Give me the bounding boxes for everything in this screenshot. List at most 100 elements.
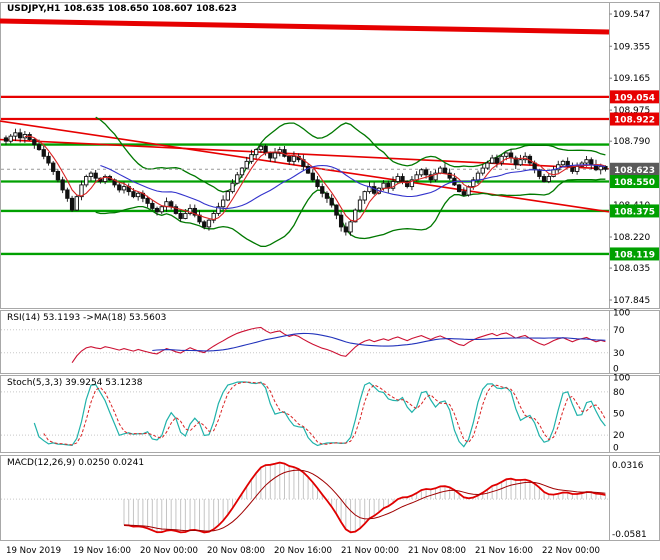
macd-histogram xyxy=(123,462,606,533)
candle-body xyxy=(442,167,448,174)
candles-layer xyxy=(3,128,608,236)
candle-body xyxy=(320,186,325,194)
candle-body xyxy=(36,144,42,151)
candle-body xyxy=(546,176,551,182)
candle-body xyxy=(343,226,348,233)
candle-body xyxy=(475,172,481,181)
candle-body xyxy=(513,157,518,166)
price-badge-label: 108.922 xyxy=(614,116,655,126)
candle-body xyxy=(60,179,65,191)
candle-body xyxy=(187,207,193,214)
rsi-tick: 0 xyxy=(613,365,619,375)
candle-body xyxy=(324,192,330,199)
price-badge xyxy=(610,175,659,189)
candle-body xyxy=(541,176,547,182)
candle-body xyxy=(117,184,122,191)
candle-body xyxy=(551,169,556,177)
candle-body xyxy=(131,191,136,198)
candle-body xyxy=(169,201,174,208)
candle-body xyxy=(84,176,89,186)
candle-body xyxy=(603,165,608,170)
price-tick: 108.975 xyxy=(613,106,650,116)
rsi-tick: 70 xyxy=(613,326,625,336)
time-label: 21 Nov 08:00 xyxy=(408,546,466,556)
candle-body xyxy=(428,174,433,181)
candle-body xyxy=(79,184,84,198)
time-label: 20 Nov 16:00 xyxy=(274,546,332,556)
candle-body xyxy=(485,162,490,169)
candle-body xyxy=(32,139,37,146)
stoch-tick: 100 xyxy=(613,374,630,384)
candle-body xyxy=(589,159,594,166)
candle-body xyxy=(329,197,334,206)
candle-body xyxy=(287,155,292,162)
candle-body xyxy=(381,182,386,189)
candle-body xyxy=(46,155,51,164)
time-label: 21 Nov 00:00 xyxy=(341,546,399,556)
candle-body xyxy=(518,159,523,166)
candle-body xyxy=(69,197,75,211)
candle-body xyxy=(225,191,230,201)
candle-body xyxy=(159,206,164,213)
candle-body xyxy=(409,179,415,188)
candle-body xyxy=(220,199,226,208)
stoch-k-line xyxy=(33,381,606,448)
candle-body xyxy=(390,181,396,189)
trendline[interactable] xyxy=(0,138,610,170)
price-badge xyxy=(610,162,659,176)
rsi-ma-line xyxy=(152,332,606,352)
candle-body xyxy=(145,197,150,204)
candle-body xyxy=(216,206,221,214)
trendline[interactable] xyxy=(0,18,610,35)
candle-body xyxy=(206,219,212,228)
candle-body xyxy=(268,152,273,159)
time-label: 20 Nov 00:00 xyxy=(140,546,198,556)
candle-body xyxy=(150,202,155,209)
candle-body xyxy=(121,186,127,191)
candle-body xyxy=(494,157,500,164)
bollinger-upper-line xyxy=(95,116,606,193)
panel-border xyxy=(0,310,660,374)
candle-body xyxy=(136,192,141,198)
stoch-tick: 50 xyxy=(613,410,625,420)
price-badge-label: 108.375 xyxy=(614,207,655,217)
price-badge xyxy=(610,204,659,218)
candle-body xyxy=(239,167,245,176)
price-badge xyxy=(610,112,659,126)
candle-body xyxy=(74,196,79,211)
price-badge-label: 108.550 xyxy=(614,178,655,188)
candle-body xyxy=(3,137,9,142)
candle-body xyxy=(154,207,160,213)
panel-border xyxy=(0,375,660,453)
time-label: 20 Nov 08:00 xyxy=(207,546,265,556)
candle-body xyxy=(423,169,429,176)
candle-body xyxy=(13,132,18,137)
candle-body xyxy=(202,221,207,228)
candle-body xyxy=(372,186,377,194)
candle-body xyxy=(55,171,61,181)
candle-body xyxy=(471,179,476,188)
candle-body xyxy=(438,167,443,174)
ma-slow-line xyxy=(100,164,606,209)
candle-body xyxy=(480,167,485,174)
panel-border xyxy=(0,455,660,541)
candle-body xyxy=(88,172,94,177)
candle-body xyxy=(598,165,603,171)
price-tick: 107.845 xyxy=(613,296,650,306)
candle-body xyxy=(235,174,240,184)
rsi-tick: 30 xyxy=(613,349,625,359)
macd-line xyxy=(123,461,606,534)
candle-body xyxy=(419,169,424,176)
stoch-tick: 0 xyxy=(613,444,619,454)
candle-body xyxy=(254,149,259,156)
stoch-tick: 80 xyxy=(613,388,625,398)
candle-body xyxy=(41,149,46,157)
price-tick: 109.547 xyxy=(613,10,650,20)
candle-body xyxy=(537,169,542,177)
candle-body xyxy=(334,204,339,216)
candle-body xyxy=(310,172,315,181)
candle-body xyxy=(249,154,254,162)
candle-body xyxy=(504,152,509,157)
